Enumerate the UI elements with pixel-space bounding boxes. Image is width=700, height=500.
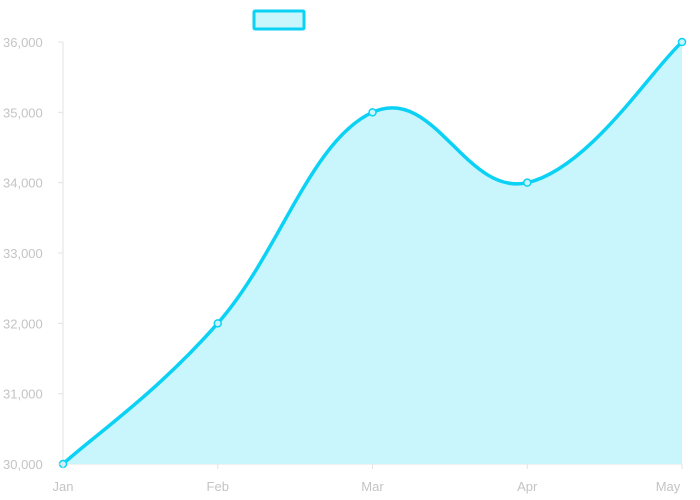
y-tick-label: 36,000 — [3, 35, 43, 50]
data-point-may[interactable] — [677, 37, 687, 47]
x-tick-label-jan: Jan — [53, 479, 74, 494]
data-points — [58, 37, 687, 469]
y-tick-label: 33,000 — [3, 246, 43, 261]
x-tick-label-mar: Mar — [361, 479, 384, 494]
y-tick-label: 32,000 — [3, 316, 43, 331]
y-tick-label: 35,000 — [3, 105, 43, 120]
y-tick-label: 31,000 — [3, 387, 43, 402]
x-tick-label-may: May — [656, 479, 681, 494]
data-point-apr[interactable] — [523, 178, 532, 187]
data-point-mar[interactable] — [368, 108, 377, 117]
series-area-fill — [63, 42, 682, 464]
y-tick-label: 34,000 — [3, 176, 43, 191]
y-tick-label: 30,000 — [3, 457, 43, 472]
x-tick-label-apr: Apr — [517, 479, 538, 494]
x-axis-ticks: Jan Feb Mar Apr May — [53, 464, 683, 494]
legend-swatch[interactable] — [252, 9, 306, 31]
y-axis-ticks: 30,000 31,000 32,000 33,000 34,000 35,000 36,0… — [3, 35, 63, 472]
x-tick-label-feb: Feb — [207, 479, 229, 494]
data-point-feb[interactable] — [213, 319, 222, 328]
